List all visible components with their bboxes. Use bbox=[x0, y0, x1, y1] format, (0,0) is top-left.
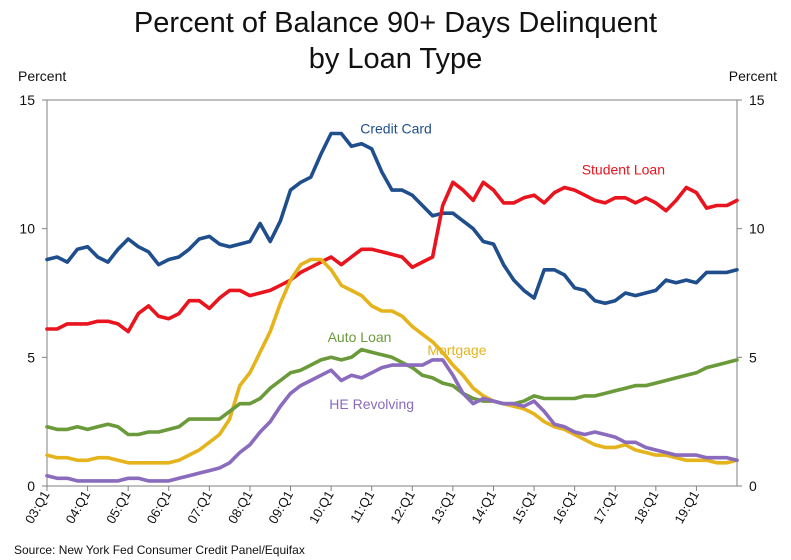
auto-loan-series-label: Auto Loan bbox=[328, 329, 392, 345]
credit-card-series-label: Credit Card bbox=[360, 120, 432, 136]
x-tick-label: 11:Q1 bbox=[347, 488, 377, 525]
y-tick-label-right: 10 bbox=[749, 221, 765, 237]
x-tick-label: 18:Q1 bbox=[631, 488, 662, 526]
he-revolving-series-line bbox=[45, 358, 739, 483]
x-tick-label: 16:Q1 bbox=[550, 488, 581, 526]
chart-subtitle: by Loan Type bbox=[308, 43, 483, 75]
y-tick-label-right: 5 bbox=[749, 349, 757, 365]
x-tick-label: 15:Q1 bbox=[509, 488, 540, 526]
credit-card-series-line bbox=[45, 131, 739, 306]
student-loan-series-label: Student Loan bbox=[582, 162, 665, 178]
source-note: Source: New York Fed Consumer Credit Pan… bbox=[14, 543, 305, 557]
right-axis-unit-label: Percent bbox=[728, 68, 777, 84]
chart-title: Percent of Balance 90+ Days Delinquent bbox=[133, 7, 658, 39]
x-tick-label: 13:Q1 bbox=[428, 488, 459, 526]
he-revolving-series-label: HE Revolving bbox=[329, 396, 414, 412]
x-tick-label: 10:Q1 bbox=[306, 488, 337, 526]
y-tick-label-left: 15 bbox=[19, 92, 35, 108]
mortgage-series-label: Mortgage bbox=[427, 342, 486, 358]
x-tick-label: 19:Q1 bbox=[671, 488, 702, 526]
x-tick-label: 04:Q1 bbox=[62, 488, 93, 526]
x-tick-label: 05:Q1 bbox=[103, 488, 134, 526]
y-tick-label-left: 0 bbox=[27, 478, 35, 494]
plot-frame bbox=[46, 99, 738, 487]
x-tick-label: 12:Q1 bbox=[387, 488, 418, 526]
x-tick-label: 09:Q1 bbox=[265, 488, 296, 526]
mortgage-series-line bbox=[45, 257, 739, 465]
x-tick-label: 06:Q1 bbox=[144, 488, 175, 526]
x-tick-label: 08:Q1 bbox=[225, 488, 256, 526]
left-axis-unit-label: Percent bbox=[18, 68, 67, 84]
x-tick-label: 17:Q1 bbox=[590, 488, 621, 526]
x-tick-label: 14:Q1 bbox=[468, 488, 499, 526]
y-tick-label-right: 0 bbox=[749, 478, 757, 494]
y-tick-label-right: 15 bbox=[749, 92, 765, 108]
y-tick-label-left: 5 bbox=[27, 349, 35, 365]
x-tick-label: 07:Q1 bbox=[184, 488, 215, 526]
student-loan-series-line bbox=[45, 180, 739, 334]
auto-loan-series-line bbox=[45, 347, 739, 437]
y-tick-label-left: 10 bbox=[19, 221, 35, 237]
